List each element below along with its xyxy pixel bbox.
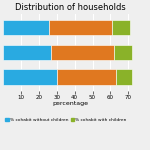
X-axis label: percentage: percentage [52, 101, 88, 106]
Bar [3, 69, 57, 85]
Bar [112, 20, 130, 35]
Bar [3, 45, 51, 60]
Bar [57, 69, 116, 85]
Bar [50, 20, 112, 35]
Bar [51, 45, 114, 60]
Bar [3, 20, 50, 35]
Bar [116, 69, 132, 85]
Legend: % cohabit without children, % cohabit with children: % cohabit without children, % cohabit wi… [4, 116, 129, 124]
Bar [114, 45, 132, 60]
Title: Distribution of households: Distribution of households [15, 3, 126, 12]
